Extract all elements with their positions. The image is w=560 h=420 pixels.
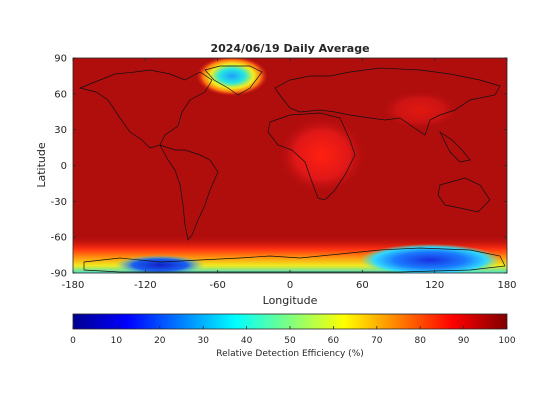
y-tick-label: 90 xyxy=(54,54,67,65)
x-tick-label: 60 xyxy=(356,280,369,291)
colorbar-ticks: 0 10 20 30 40 50 60 70 80 90 100 xyxy=(70,326,516,346)
coastlines xyxy=(78,65,506,273)
y-tick-label: 0 xyxy=(61,161,67,172)
x-tick-label: 180 xyxy=(497,280,516,291)
y-tick-label: 60 xyxy=(54,89,67,100)
map-plot-area xyxy=(73,58,507,273)
y-axis-ticks: 90 60 30 0 -30 -60 -90 xyxy=(51,54,507,280)
colorbar-tick-label: 100 xyxy=(498,336,515,346)
greenland-low xyxy=(196,58,268,96)
colorbar-tick-label: 10 xyxy=(111,336,123,346)
india-region xyxy=(380,90,460,130)
colorbar-tick-label: 90 xyxy=(458,336,470,346)
colorbar-tick-label: 60 xyxy=(328,336,340,346)
x-tick-label: -60 xyxy=(209,280,225,291)
colorbar-tick-label: 20 xyxy=(154,336,166,346)
colorbar-label: Relative Detection Efficiency (%) xyxy=(216,349,364,359)
y-tick-label: -90 xyxy=(51,269,67,280)
y-tick-label: -60 xyxy=(51,233,67,244)
colorbar-tick-label: 70 xyxy=(371,336,383,346)
y-axis-label: Latitude xyxy=(35,142,48,188)
colorbar-tick-label: 40 xyxy=(241,336,253,346)
colorbar-tick-label: 80 xyxy=(414,336,426,346)
chart-title: 2024/06/19 Daily Average xyxy=(210,42,369,55)
x-tick-label: 0 xyxy=(287,280,293,291)
y-tick-label: -30 xyxy=(51,197,67,208)
colorbar-tick-label: 0 xyxy=(70,336,76,346)
east-antarctica-low xyxy=(360,244,500,273)
africa-region xyxy=(277,115,367,195)
x-axis-label: Longitude xyxy=(263,294,318,307)
colorbar-tick-label: 30 xyxy=(197,336,209,346)
y-tick-label: 30 xyxy=(54,125,67,136)
x-tick-label: -120 xyxy=(134,280,157,291)
colorbar-tick-label: 50 xyxy=(284,336,296,346)
x-tick-label: -180 xyxy=(62,280,85,291)
x-tick-label: 120 xyxy=(425,280,444,291)
x-axis-ticks: -180 -120 -60 0 60 120 180 xyxy=(62,58,517,291)
